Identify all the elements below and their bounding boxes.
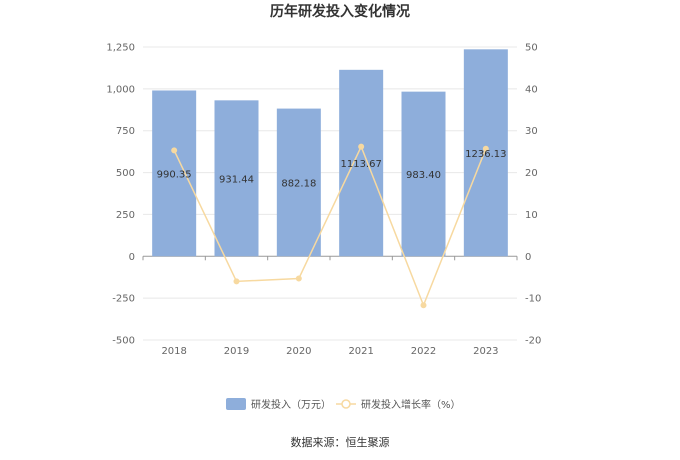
growth-point — [482, 145, 489, 152]
y-right-tick-label: 40 — [525, 84, 538, 95]
bar — [152, 90, 197, 257]
bar-data-label: 1236.13 — [465, 149, 506, 160]
data-labels: 990.35 931.44 882.18 1113.67 983.40 1236.13 — [157, 149, 507, 190]
bar-series — [152, 49, 508, 257]
y-right-tick-label: 10 — [525, 210, 538, 221]
legend-bar-label[interactable]: 研发投入（万元） — [251, 398, 331, 411]
growth-point — [233, 278, 240, 285]
y-left-tick-label: 1,250 — [106, 43, 135, 54]
growth-point — [295, 275, 302, 282]
bar — [214, 100, 259, 257]
growth-line — [173, 144, 487, 308]
y-right-tick-label: -10 — [525, 294, 541, 305]
legend[interactable]: 研发投入（万元） 研发投入增长率（%） — [226, 398, 461, 411]
bar — [463, 49, 508, 257]
bar-data-label: 990.35 — [157, 169, 192, 180]
growth-point — [358, 143, 365, 150]
y-left-tick-label: 1,000 — [106, 84, 135, 95]
legend-line-label[interactable]: 研发投入增长率（%） — [361, 398, 461, 411]
y-right-tick-label: 50 — [525, 43, 538, 54]
bar-data-label: 931.44 — [219, 174, 254, 185]
legend-line-marker[interactable] — [341, 399, 351, 409]
x-tick-label: 2018 — [161, 346, 186, 357]
source-note: 数据来源：恒生聚源 — [291, 435, 390, 449]
bar-data-label: 882.18 — [281, 178, 316, 189]
axes: -500 -20 -250 -10 0 0 250 10 500 20 750 30 1,000 40 1,… — [106, 43, 541, 358]
x-tick-label: 2020 — [286, 346, 311, 357]
line-series — [171, 143, 489, 309]
y-left-tick-label: 0 — [129, 252, 135, 263]
bar — [276, 108, 321, 257]
y-left-tick-label: 250 — [116, 210, 135, 221]
x-tick-label: 2022 — [411, 346, 436, 357]
grid-lines — [143, 46, 517, 341]
chart-title: 历年研发投入变化情况 — [270, 3, 410, 20]
y-left-tick-label: 750 — [116, 126, 135, 137]
y-right-tick-label: 20 — [525, 168, 538, 179]
y-left-tick-label: -500 — [112, 336, 135, 347]
y-right-tick-label: 0 — [525, 252, 531, 263]
y-right-tick-label: -20 — [525, 336, 541, 347]
bar-data-label: 983.40 — [406, 170, 441, 181]
bar — [401, 91, 446, 257]
growth-point — [171, 147, 178, 154]
bar — [339, 69, 384, 257]
growth-point — [420, 302, 427, 309]
y-left-tick-label: 500 — [116, 168, 135, 179]
bar-data-label: 1113.67 — [340, 159, 381, 170]
x-tick-label: 2019 — [224, 346, 249, 357]
x-tick-label: 2023 — [473, 346, 498, 357]
x-tick-label: 2021 — [348, 346, 373, 357]
y-left-tick-label: -250 — [112, 294, 135, 305]
y-right-tick-label: 30 — [525, 126, 538, 137]
legend-bar-swatch[interactable] — [226, 398, 246, 410]
